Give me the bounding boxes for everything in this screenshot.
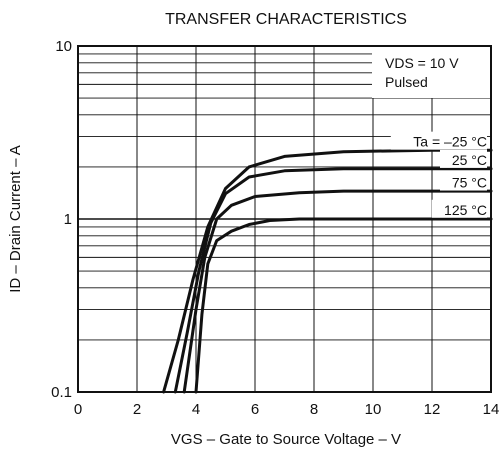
- series-label-bg: [390, 131, 487, 150]
- x-tick-label: 0: [74, 401, 82, 418]
- series-line-1: [162, 148, 493, 394]
- series-label-4: 125 °C: [444, 202, 487, 218]
- legend-line-pulsed: Pulsed: [385, 74, 428, 90]
- series-line-2: [173, 167, 493, 394]
- x-tick-label: 8: [310, 401, 318, 418]
- y-tick-label: 0.1: [51, 384, 72, 401]
- x-tick-label: 12: [424, 401, 441, 418]
- chart-title: TRANSFER CHARACTERISTICS: [165, 11, 407, 28]
- legend-line-vds: VDS = 10 V: [385, 55, 459, 71]
- series-label-bg: [431, 199, 487, 218]
- series-line-3: [182, 189, 493, 394]
- legend-box: [372, 46, 491, 98]
- series-label-1: Ta = –25 °C: [413, 134, 487, 150]
- tick-labels: 0 2 4 6 8 10 12 14 0.1 1 10: [51, 38, 499, 418]
- x-tick-label: 4: [192, 401, 200, 418]
- x-tick-label: 14: [483, 401, 500, 418]
- x-tick-label: 2: [133, 401, 141, 418]
- x-tick-label: 10: [365, 401, 382, 418]
- y-tick-label: 10: [55, 38, 72, 55]
- y-tick-label: 1: [64, 211, 72, 228]
- series-labels: Ta = –25 °C 25 °C 75 °C 125 °C: [390, 131, 487, 218]
- series-label-2: 25 °C: [452, 152, 487, 168]
- x-tick-label: 6: [251, 401, 259, 418]
- series-label-bg: [440, 172, 487, 191]
- series-curves: [162, 148, 493, 394]
- series-label-bg: [440, 149, 487, 168]
- plot-frame: [77, 45, 492, 393]
- series-label-3: 75 °C: [452, 175, 487, 191]
- x-axis-label: VGS – Gate to Source Voltage – V: [171, 431, 401, 448]
- y-axis-label: ID – Drain Current – A: [7, 145, 24, 293]
- series-line-4: [194, 217, 493, 394]
